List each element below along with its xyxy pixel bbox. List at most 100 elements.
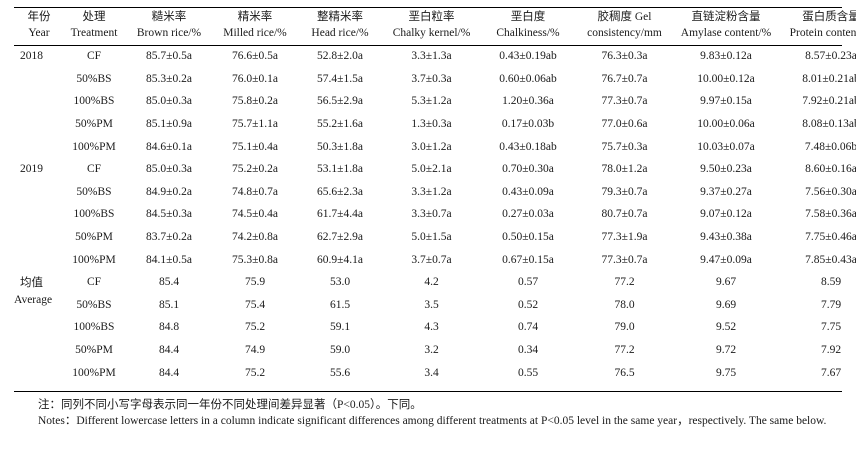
- header-protein-en: Protein content/%: [789, 27, 856, 39]
- treatment-cell: CF: [86, 163, 102, 176]
- brown-rice-cell: 84.4: [158, 366, 180, 379]
- head-rice-cell: 65.6±2.3a: [317, 185, 363, 198]
- treatment-cell: 100%BS: [73, 95, 115, 108]
- chalkiness-cell: 0.55: [517, 366, 539, 379]
- table-notes: 注：同列不同小写字母表示同一年份不同处理间差异显著（P<0.05）。下同。 No…: [14, 397, 846, 429]
- year-cell: [14, 316, 64, 339]
- head-rice-cell: 57.4±1.5a: [317, 72, 363, 85]
- header-head-rice-en: Head rice/%: [311, 27, 369, 39]
- chalkiness-cell: 0.67±0.15a: [502, 253, 554, 266]
- protein-cell: 7.79: [820, 298, 842, 311]
- treatment-cell: CF: [86, 50, 102, 63]
- milled-rice-cell: 75.7±1.1a: [232, 118, 278, 131]
- head-rice-cell: 62.7±2.9a: [317, 231, 363, 244]
- amylose-cell: 9.07±0.12a: [700, 208, 752, 221]
- chalky-kernel-cell: 5.0±1.5a: [411, 231, 452, 244]
- year-label: 2019: [20, 163, 43, 176]
- protein-cell: 7.58±0.36a: [805, 208, 856, 221]
- table-row: 100%BS 84.5±0.3a 74.5±0.4a 61.7±4.4a 3.3±0.7…: [14, 203, 856, 226]
- table-row: Average 50%BS 85.1 75.4 61.5 3.5 0.52 78.0 9.69 7…: [14, 294, 856, 317]
- chalky-kernel-cell: 3.3±0.7a: [411, 208, 452, 221]
- header-brown-rice: 糙米率 Brown rice/%: [124, 7, 214, 45]
- header-chalkiness-en: Chalkiness/%: [496, 27, 560, 39]
- header-treatment-en: Treatment: [70, 27, 118, 39]
- milled-rice-cell: 74.9: [244, 344, 266, 357]
- header-brown-rice-en: Brown rice/%: [136, 27, 202, 39]
- brown-rice-cell: 84.5±0.3a: [146, 208, 192, 221]
- amylose-cell: 9.37±0.27a: [700, 185, 752, 198]
- treatment-cell: 100%PM: [72, 253, 116, 266]
- gel-consistency-cell: 76.7±0.7a: [601, 72, 648, 85]
- milled-rice-cell: 75.2±0.2a: [232, 163, 278, 176]
- table-row: 100%PM 84.4 75.2 55.6 3.4 0.55 76.5 9.75 7.67: [14, 361, 856, 384]
- head-rice-cell: 56.5±2.9a: [317, 95, 363, 108]
- chalky-kernel-cell: 3.7±0.7a: [411, 253, 452, 266]
- milled-rice-cell: 75.1±0.4a: [232, 140, 278, 153]
- note-english: Notes：Different lowercase letters in a c…: [38, 415, 827, 427]
- amylose-cell: 9.52: [715, 321, 737, 334]
- treatment-cell: 100%BS: [73, 321, 115, 334]
- chalkiness-cell: 0.34: [517, 344, 539, 357]
- brown-rice-cell: 85.7±0.5a: [146, 50, 192, 63]
- gel-consistency-cell: 79.3±0.7a: [601, 185, 648, 198]
- table-bottom-rule: [14, 391, 842, 392]
- gel-consistency-cell: 75.7±0.3a: [601, 140, 648, 153]
- table-row: 100%BS 84.8 75.2 59.1 4.3 0.74 79.0 9.52 7.75: [14, 316, 856, 339]
- year-cell: [14, 203, 64, 226]
- brown-rice-cell: 84.1±0.5a: [146, 253, 192, 266]
- treatment-cell: 50%BS: [76, 185, 112, 198]
- protein-cell: 7.56±0.30a: [805, 185, 856, 198]
- header-milled-rice: 精米率 Milled rice/%: [214, 7, 296, 45]
- amylose-cell: 9.75: [715, 366, 737, 379]
- year-cell: [14, 113, 64, 136]
- milled-rice-cell: 75.9: [244, 276, 266, 289]
- table-row: 均值 CF 85.4 75.9 53.0 4.2 0.57 77.2 9.67 8.59: [14, 271, 856, 294]
- protein-cell: 7.92: [820, 344, 842, 357]
- milled-rice-cell: 75.2: [244, 321, 266, 334]
- header-row: 年份 Year 处理 Treatment 糙米率 Brown rice/% 精米率 Mi…: [14, 7, 856, 45]
- protein-cell: 7.92±0.21ab: [802, 95, 856, 108]
- milled-rice-cell: 75.3±0.8a: [232, 253, 278, 266]
- year-cell: [14, 135, 64, 158]
- header-chalkiness-cn: 垩白度: [510, 11, 546, 23]
- header-chalkiness: 垩白度 Chalkiness/%: [479, 7, 577, 45]
- brown-rice-cell: 85.4: [158, 276, 180, 289]
- chalkiness-cell: 0.43±0.18ab: [499, 140, 557, 153]
- brown-rice-cell: 84.8: [158, 321, 180, 334]
- chalky-kernel-cell: 3.4: [424, 366, 439, 379]
- chalkiness-cell: 0.17±0.03b: [501, 118, 555, 131]
- amylose-cell: 10.00±0.06a: [697, 118, 755, 131]
- chalkiness-cell: 0.27±0.03a: [502, 208, 554, 221]
- header-protein-cn: 蛋白质含量: [802, 11, 856, 23]
- treatment-cell: CF: [86, 276, 102, 289]
- head-rice-cell: 59.0: [329, 344, 351, 357]
- year-cell: [14, 68, 64, 91]
- amylose-cell: 10.00±0.12a: [697, 72, 755, 85]
- treatment-cell: 100%BS: [73, 208, 115, 221]
- table-body: 2018 CF 85.7±0.5a 76.6±0.5a 52.8±2.0a 3.3±1.3…: [14, 45, 856, 384]
- table-row: 50%PM 83.7±0.2a 74.2±0.8a 62.7±2.9a 5.0±1.5a…: [14, 226, 856, 249]
- brown-rice-cell: 84.4: [158, 344, 180, 357]
- year-label: 均值: [20, 277, 43, 290]
- treatment-cell: 100%PM: [72, 140, 116, 153]
- header-amylose: 直链淀粉含量 Amylase content/%: [672, 7, 780, 45]
- head-rice-cell: 53.0: [329, 276, 351, 289]
- protein-cell: 7.67: [820, 366, 842, 379]
- gel-consistency-cell: 76.3±0.3a: [601, 50, 648, 63]
- header-treatment: 处理 Treatment: [64, 7, 124, 45]
- treatment-cell: 50%PM: [75, 118, 113, 131]
- chalky-kernel-cell: 3.5: [424, 298, 439, 311]
- table-row: 100%BS 85.0±0.3a 75.8±0.2a 56.5±2.9a 5.3±1.2…: [14, 90, 856, 113]
- chalky-kernel-cell: 1.3±0.3a: [411, 118, 452, 131]
- amylose-cell: 9.50±0.23a: [700, 163, 752, 176]
- treatment-cell: 50%PM: [75, 344, 113, 357]
- year-cell: [14, 226, 64, 249]
- head-rice-cell: 52.8±2.0a: [317, 50, 363, 63]
- header-amylose-cn: 直链淀粉含量: [691, 11, 761, 23]
- table-row: 50%PM 84.4 74.9 59.0 3.2 0.34 77.2 9.72 7.92: [14, 339, 856, 362]
- table-row: 50%PM 85.1±0.9a 75.7±1.1a 55.2±1.6a 1.3±0.3a…: [14, 113, 856, 136]
- chalky-kernel-cell: 3.7±0.3a: [411, 72, 452, 85]
- table-row: 50%BS 84.9±0.2a 74.8±0.7a 65.6±2.3a 3.3±1.2a…: [14, 181, 856, 204]
- chalky-kernel-cell: 3.0±1.2a: [411, 140, 452, 153]
